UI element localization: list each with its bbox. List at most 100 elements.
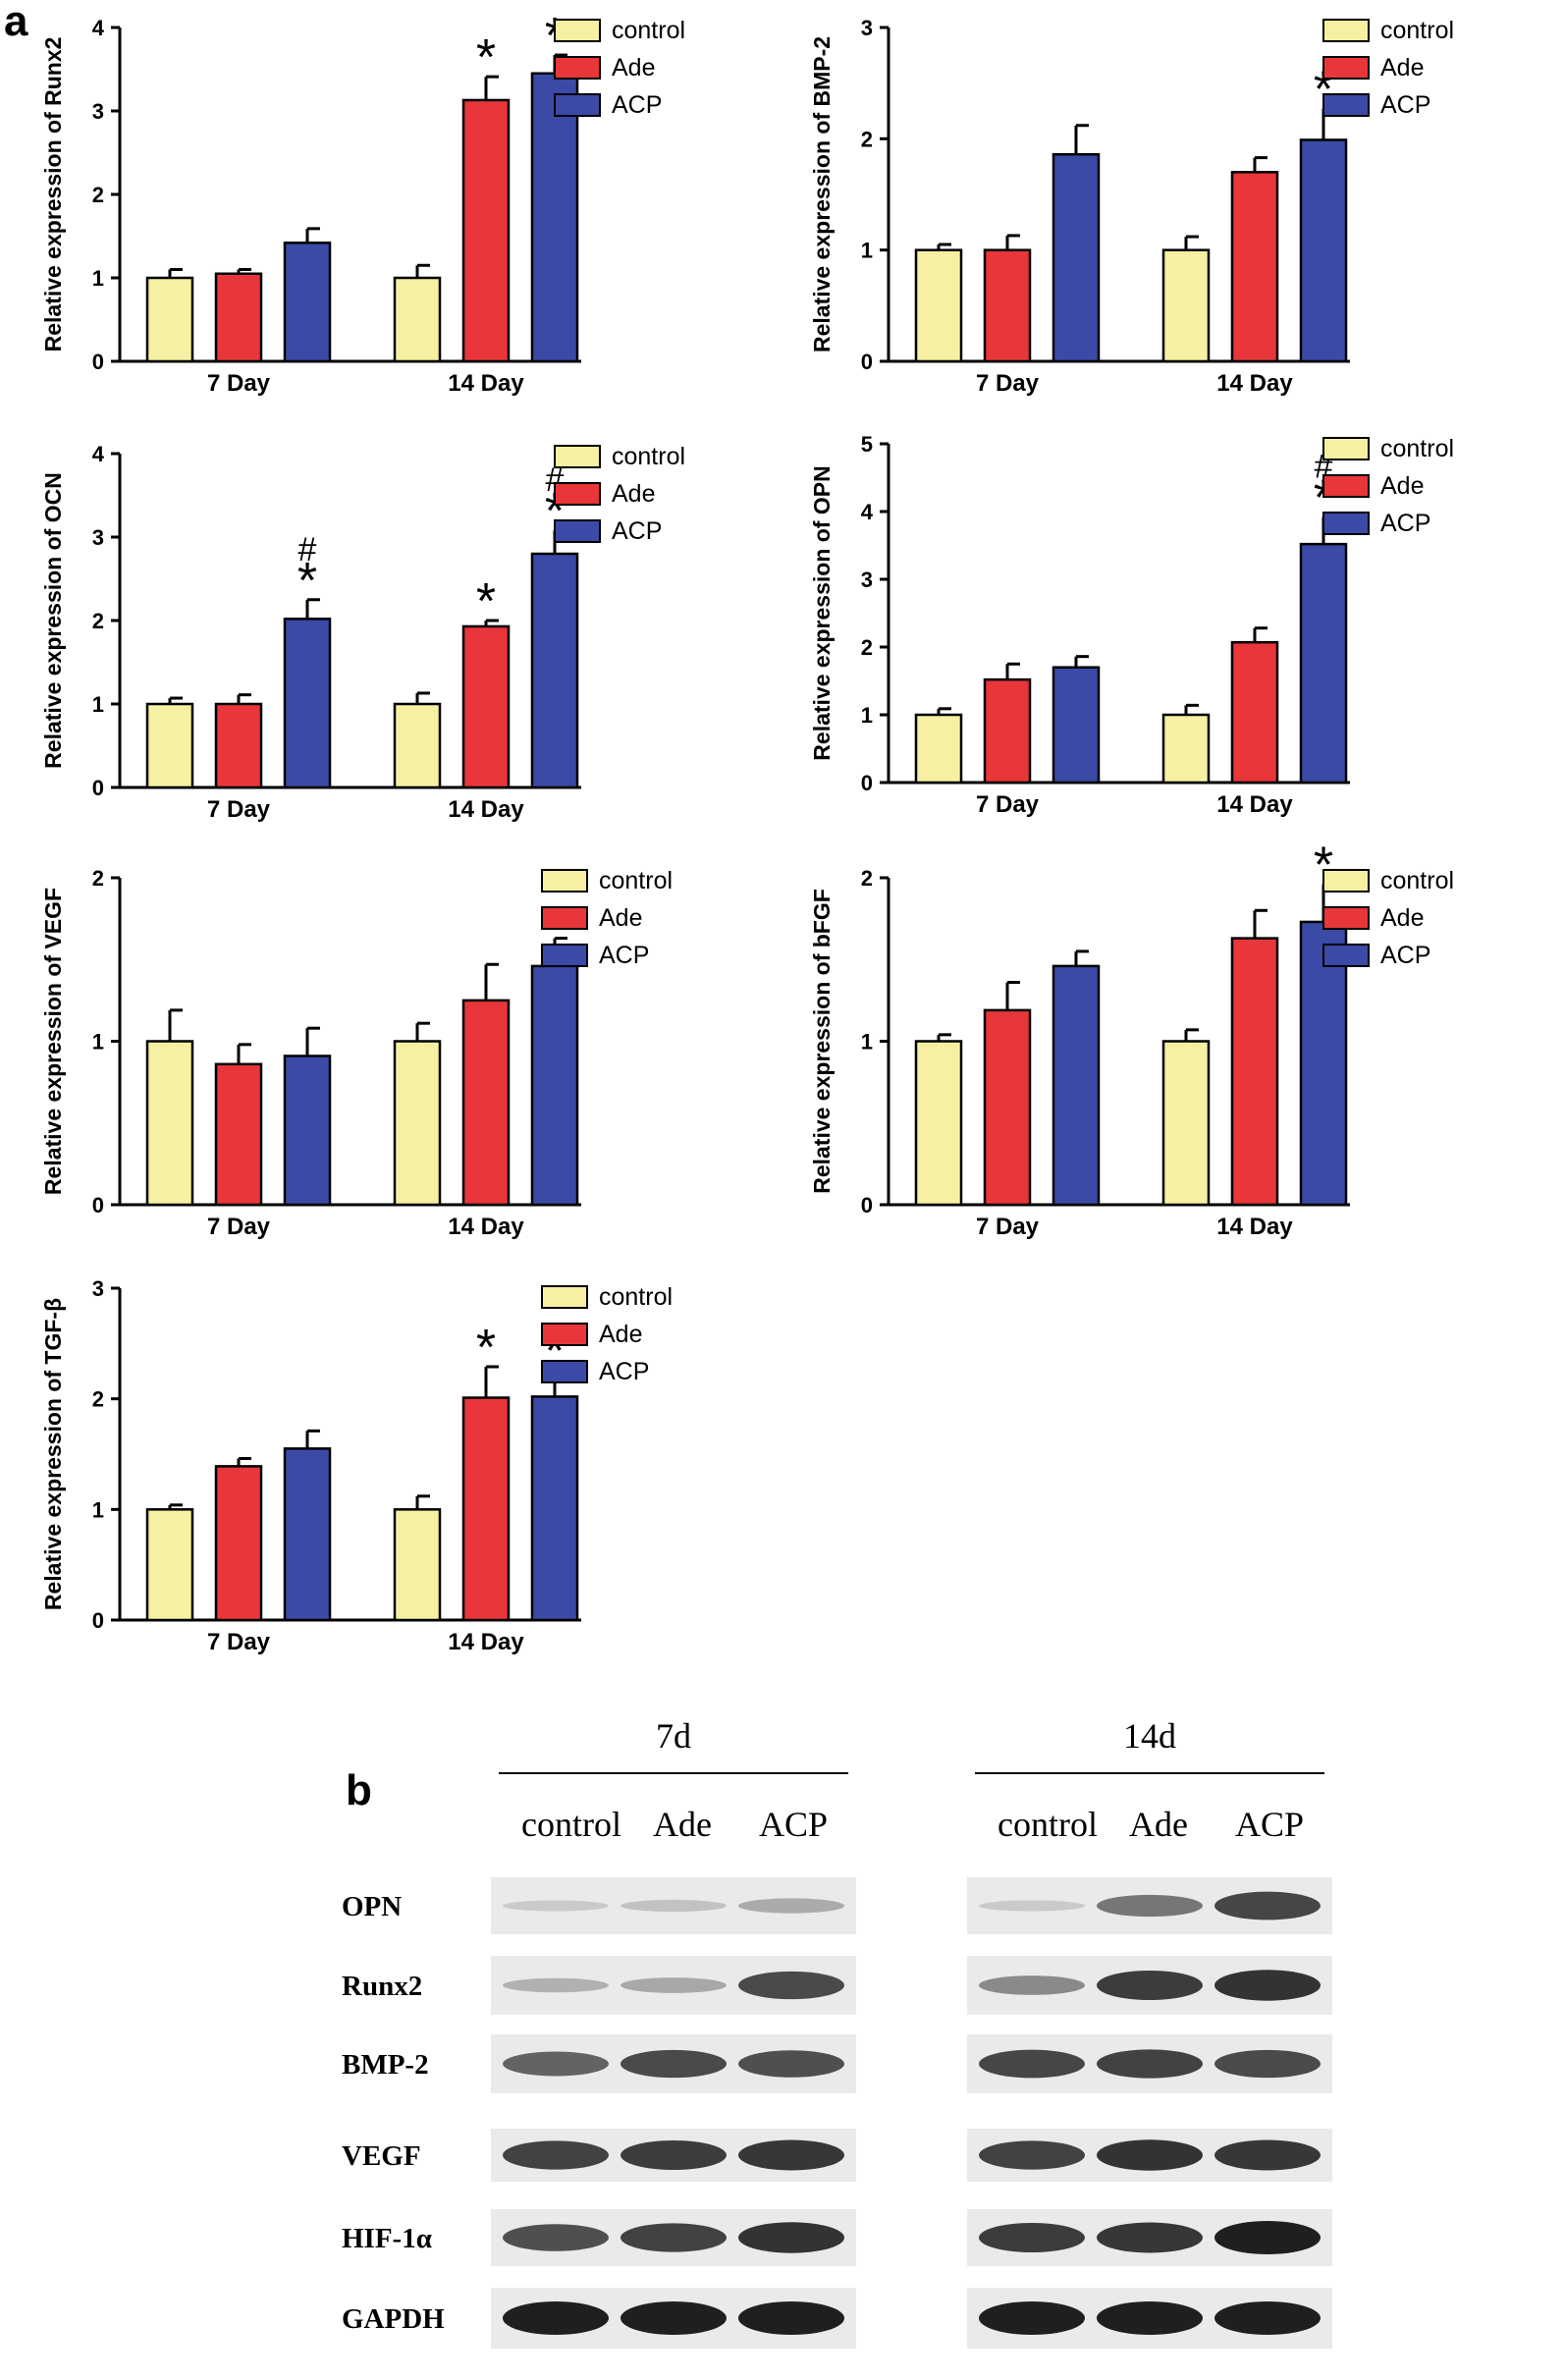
bar-control-1	[393, 276, 442, 363]
significance-star: *	[476, 29, 496, 86]
bar-ade-1	[1230, 937, 1279, 1207]
bar-acp-1	[530, 552, 579, 789]
blot-row-label: VEGF	[342, 2140, 421, 2172]
y-tick-label: 2	[861, 635, 873, 660]
legend-label-control: control	[1380, 17, 1454, 44]
bar-control-1	[1161, 713, 1211, 784]
legend-swatch-control	[554, 19, 601, 42]
y-tick-label: 2	[92, 183, 104, 207]
y-axis-label: Relative expression of OPN	[809, 465, 835, 760]
legend-label-control: control	[599, 867, 673, 894]
bar-ade-1	[461, 624, 511, 789]
y-axis-label: Relative expression of Runx2	[40, 37, 66, 352]
y-tick-label: 2	[861, 127, 873, 151]
blot-band	[620, 1899, 727, 1913]
legend-swatch-ade	[541, 906, 588, 930]
legend-label-ade: Ade	[1380, 54, 1424, 81]
legend-label-acp: ACP	[612, 91, 662, 119]
y-tick-label: 0	[92, 350, 104, 374]
bar-ade-1	[1230, 640, 1279, 784]
bar-acp-0	[1052, 152, 1101, 363]
category-label: 14 Day	[1216, 370, 1293, 397]
y-axis-label: Relative expression of TGF-β	[40, 1298, 66, 1610]
y-tick-label: 0	[92, 776, 104, 800]
blot-band	[1214, 1970, 1321, 2001]
bar-control-0	[145, 1040, 194, 1207]
category-label: 7 Day	[976, 791, 1040, 818]
category-label: 7 Day	[207, 1214, 271, 1240]
blot-band	[503, 2140, 609, 2170]
category-label: 7 Day	[207, 370, 271, 397]
legend-swatch-acp	[1322, 93, 1370, 117]
blot-band	[620, 1977, 727, 1993]
bar-ade-1	[461, 999, 511, 1207]
legend-label-acp: ACP	[1380, 91, 1430, 119]
blot-row-label: OPN	[342, 1891, 402, 1922]
category-label: 7 Day	[976, 1214, 1040, 1240]
y-tick-label: 0	[861, 1193, 873, 1217]
bar-control-0	[145, 1508, 194, 1622]
bar-ade-0	[214, 1062, 263, 1207]
legend-swatch-acp	[541, 1360, 588, 1383]
panel-label-a: a	[4, 0, 28, 45]
legend-swatch-acp	[554, 93, 601, 117]
bar-control-0	[145, 702, 194, 789]
bar-control-0	[145, 276, 194, 363]
legend-label-ade: Ade	[612, 54, 655, 81]
y-tick-label: 4	[92, 442, 105, 466]
y-tick-label: 3	[861, 16, 873, 40]
blot-band	[1214, 1891, 1321, 1920]
blot-band	[1097, 2049, 1203, 2079]
bar-control-1	[1161, 1040, 1211, 1207]
blot-band	[503, 1977, 609, 1993]
legend-label-acp: ACP	[1380, 510, 1430, 537]
bar-acp-0	[1052, 964, 1101, 1207]
bar-ade-0	[983, 677, 1032, 784]
blot-band	[1097, 2139, 1203, 2171]
legend-label-ade: Ade	[1380, 904, 1424, 932]
legend-label-control: control	[612, 17, 685, 44]
blot-band	[1097, 1894, 1203, 1918]
blot-band	[738, 1971, 844, 2000]
blot-band	[738, 2301, 844, 2335]
legend-swatch-acp	[541, 944, 588, 967]
blot-band	[503, 2301, 609, 2335]
y-tick-label: 1	[861, 239, 873, 263]
y-tick-label: 3	[92, 1276, 104, 1301]
legend-label-ade: Ade	[1380, 472, 1424, 500]
blot-band	[1097, 1970, 1203, 2001]
blot-band	[738, 2139, 844, 2171]
legend-label-control: control	[612, 443, 685, 470]
y-tick-label: 5	[861, 432, 873, 457]
category-label: 7 Day	[207, 796, 271, 823]
bar-control-0	[914, 248, 963, 363]
legend-swatch-acp	[1322, 944, 1370, 967]
legend-swatch-ade	[1322, 474, 1370, 498]
blot-band	[1097, 2301, 1203, 2335]
bar-ade-1	[461, 1396, 511, 1622]
chart-4: 0 1 2 Relative expression of VEGF 7 Day 14 Da…	[40, 866, 673, 1240]
lane-label-ade: Ade	[1129, 1805, 1188, 1844]
blot-band	[620, 2301, 727, 2335]
lane-label-control: control	[521, 1805, 621, 1844]
legend-label-ade: Ade	[599, 904, 642, 932]
y-tick-label: 0	[92, 1193, 104, 1217]
significance-hash: #	[298, 531, 317, 568]
category-label: 14 Day	[448, 796, 524, 823]
bar-acp-1	[530, 964, 579, 1207]
lane-label-acp: ACP	[1235, 1805, 1304, 1844]
blot-band	[620, 2223, 727, 2252]
bar-ade-1	[461, 98, 511, 363]
legend-label-control: control	[1380, 435, 1454, 462]
y-tick-label: 0	[861, 350, 873, 374]
bar-ade-0	[214, 702, 263, 789]
category-label: 14 Day	[1216, 791, 1293, 818]
legend-label-acp: ACP	[612, 517, 662, 545]
y-tick-label: 3	[861, 568, 873, 592]
bar-acp-0	[283, 242, 332, 363]
